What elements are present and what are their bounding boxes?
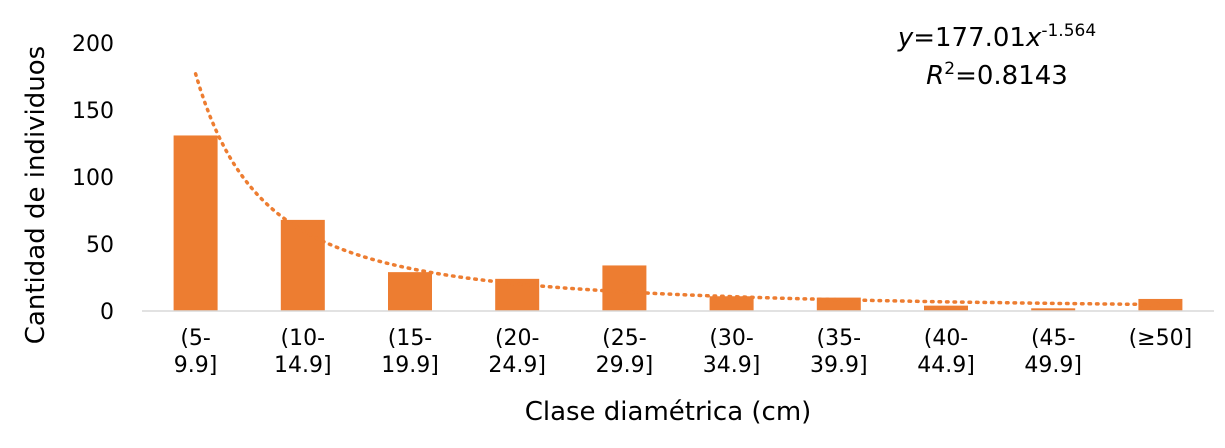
y-tick-label: 0: [100, 300, 114, 325]
bar: [924, 305, 968, 311]
power-trendline: [193, 72, 1163, 307]
bar: [280, 219, 325, 311]
x-tick-label-line: 34.9]: [703, 353, 761, 378]
x-tick-label: (25-29.9]: [596, 326, 654, 378]
x-tick-label: (10-14.9]: [274, 326, 332, 378]
y-axis-title: Cantidad de individuos: [21, 46, 51, 344]
x-tick-label-line: 39.9]: [810, 353, 868, 378]
x-tick-label-line: 49.9]: [1024, 353, 1082, 378]
x-axis-title: Clase diamétrica (cm): [525, 397, 812, 427]
bar: [816, 297, 861, 311]
x-tick-label-line: 9.9]: [174, 353, 218, 378]
equation-coefficient: =177.01: [913, 23, 1026, 53]
x-tick-label: (35-39.9]: [810, 326, 868, 378]
y-tick-label: 100: [72, 166, 114, 191]
bar: [602, 265, 647, 311]
bar: [495, 278, 540, 311]
r-squared-value: =0.8143: [955, 61, 1068, 91]
bar: [1138, 298, 1183, 311]
trendline-r-squared: R2=0.8143: [926, 59, 1068, 91]
x-tick-label-line: 19.9]: [381, 353, 439, 378]
x-tick-label: (20-24.9]: [488, 326, 546, 378]
x-tick-label: (45-49.9]: [1024, 326, 1082, 378]
x-tick-label-line: (45-: [1031, 326, 1076, 351]
x-tick-label-line: (20-: [495, 326, 540, 351]
equation-x: x: [1025, 23, 1042, 53]
x-tick-label: (5-9.9]: [174, 326, 218, 378]
bar: [1031, 308, 1076, 311]
y-tick-label: 50: [86, 233, 114, 258]
x-tick-label: (15-19.9]: [381, 326, 439, 378]
x-tick-label-line: 24.9]: [488, 353, 546, 378]
bar: [173, 135, 218, 311]
bar: [709, 296, 754, 311]
equation-exponent: -1.564: [1041, 21, 1096, 41]
x-axis-ticks: (5-9.9] (10-14.9] (15-19.9] (20-24.9] (25-29…: [174, 326, 1192, 378]
x-tick-label-line: 14.9]: [274, 353, 332, 378]
x-tick-label-line: (≥50]: [1129, 326, 1193, 351]
x-tick-label-line: (35-: [817, 326, 862, 351]
y-tick-label: 200: [72, 32, 114, 57]
equation-y: y: [897, 23, 914, 53]
bar: [388, 272, 432, 311]
x-tick-label: (30-34.9]: [703, 326, 761, 378]
x-tick-label-line: (15-: [388, 326, 433, 351]
trendline-equation: y=177.01x-1.564: [897, 21, 1096, 53]
x-tick-label: (≥50]: [1129, 326, 1193, 351]
x-tick-label: (40-44.9]: [917, 326, 975, 378]
x-tick-label-line: 44.9]: [917, 353, 975, 378]
y-tick-label: 150: [72, 99, 114, 124]
bars: [173, 135, 1183, 311]
x-tick-label-line: (40-: [924, 326, 969, 351]
r-squared-label: R: [926, 61, 944, 91]
x-tick-label-line: 29.9]: [596, 353, 654, 378]
x-tick-label-line: (25-: [602, 326, 647, 351]
y-axis-ticks: 0 50 100 150 200: [72, 32, 114, 325]
r-squared-superscript: 2: [944, 59, 955, 79]
x-tick-label-line: (30-: [709, 326, 754, 351]
x-tick-label-line: (10-: [281, 326, 326, 351]
x-tick-label-line: (5-: [180, 326, 211, 351]
